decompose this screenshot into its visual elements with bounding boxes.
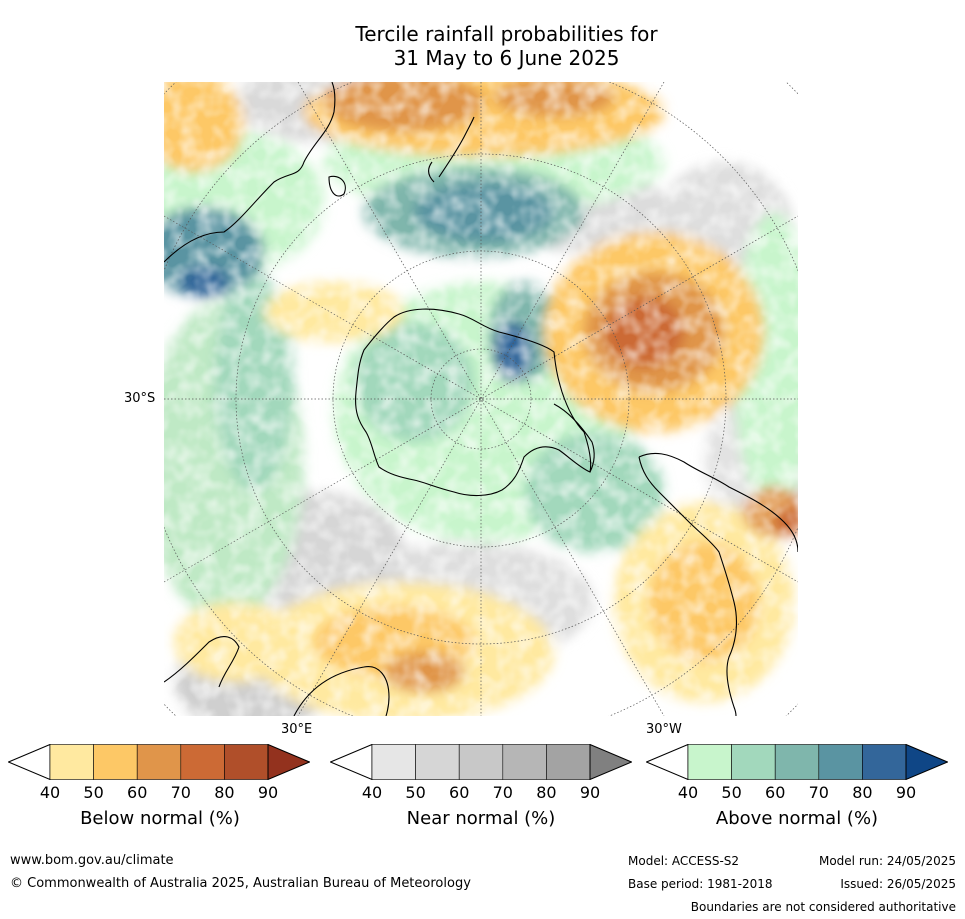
colorbar-tick-label: 50	[83, 783, 104, 802]
colorbar-tick-label: 90	[257, 783, 279, 802]
colorbar-left-extension	[8, 744, 51, 780]
colorbar-tick-label: 40	[677, 783, 699, 802]
colorbar-right-extension	[905, 744, 948, 780]
model-text: Model: ACCESS-S2	[628, 854, 740, 868]
colorbar-segment	[136, 744, 182, 780]
colorbar-segment	[180, 744, 225, 780]
model-run-text: Model run: 24/05/2025	[818, 854, 956, 868]
colorbar-tick-label: 40	[39, 783, 61, 802]
africa-coastline	[164, 636, 390, 716]
coastlines	[164, 82, 798, 716]
colorbar-tick-label: 80	[214, 783, 235, 802]
colorbar-tick-label: 70	[492, 783, 513, 802]
colorbar-segment	[49, 744, 94, 780]
website-text: www.bom.gov.au/climate	[10, 853, 174, 868]
colorbar-tick-label: 60	[449, 783, 470, 802]
antarctic-peninsula	[553, 403, 595, 473]
colorbar-tick-label: 80	[536, 783, 557, 802]
colorbar-segment	[546, 744, 591, 780]
title-line-1: Tercile rainfall probabilities for	[355, 22, 658, 46]
colorbar-above-label: Above normal (%)	[715, 808, 879, 829]
colorbar-below-normal	[8, 744, 310, 780]
colorbar-left-extension	[646, 744, 689, 780]
colorbar-right-extension	[589, 744, 632, 780]
graticule	[164, 82, 798, 716]
colorbar-segment	[415, 744, 460, 780]
colorbar-right-extension	[267, 744, 310, 780]
colorbar-segment	[862, 744, 907, 780]
tasmania-coastline	[328, 175, 346, 197]
colorbar-segment	[818, 744, 863, 780]
colorbar-tick-label: 40	[361, 783, 383, 802]
colorbar-near-label: Near normal (%)	[406, 808, 556, 829]
colorbar-above-graphic	[646, 744, 948, 780]
colorbar-segment	[458, 744, 504, 780]
colorbar-near-normal	[330, 744, 632, 780]
colorbar-below-graphic	[8, 744, 310, 780]
australia-coastline	[164, 82, 336, 263]
colorbar-tick-label: 60	[765, 783, 786, 802]
lat-label-30s: 30°S	[124, 391, 156, 406]
lon-label-30e: 30°E	[281, 722, 313, 737]
south-america-coastline	[638, 452, 798, 716]
colorbar-tick-label: 50	[721, 783, 742, 802]
colorbar-below-label: Below normal (%)	[80, 808, 240, 829]
colorbar-left-extension	[330, 744, 373, 780]
colorbar-segment	[774, 744, 820, 780]
antarctica-coastline	[355, 308, 592, 497]
disclaimer-text: Boundaries are not considered authoritat…	[690, 900, 956, 914]
copyright-text: © Commonwealth of Australia 2025, Austra…	[10, 876, 471, 891]
polar-rainfall-map	[164, 82, 798, 716]
colorbar-tick-label: 50	[405, 783, 426, 802]
colorbar-segment	[731, 744, 776, 780]
colorbar-tick-label: 80	[852, 783, 873, 802]
issued-text: Issued: 26/05/2025	[840, 877, 956, 891]
title-line-2: 31 May to 6 June 2025	[393, 46, 620, 70]
chart-title: Tercile rainfall probabilities for 31 Ma…	[0, 22, 965, 70]
colorbar-tick-label: 60	[127, 783, 148, 802]
colorbar-tick-label: 70	[170, 783, 191, 802]
colorbar-near-graphic	[330, 744, 632, 780]
colorbar-tick-label: 90	[579, 783, 601, 802]
colorbar-tick-label: 70	[808, 783, 829, 802]
colorbar-segment	[93, 744, 138, 780]
colorbar-segment	[502, 744, 547, 780]
colorbar-tick-label: 90	[895, 783, 917, 802]
base-period-text: Base period: 1981-2018	[628, 877, 773, 891]
lon-label-30w: 30°W	[646, 722, 682, 737]
colorbar-segment	[687, 744, 732, 780]
colorbar-segment	[224, 744, 269, 780]
colorbar-segment	[371, 744, 416, 780]
colorbar-above-normal	[646, 744, 948, 780]
new-zealand-coastline	[428, 116, 475, 183]
